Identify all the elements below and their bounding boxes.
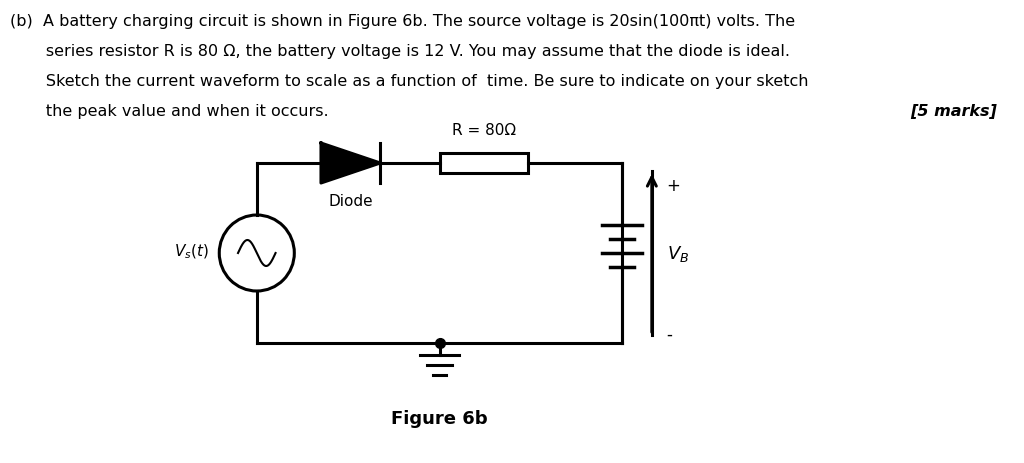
Text: R = 80Ω: R = 80Ω	[452, 123, 516, 138]
Text: the peak value and when it occurs.: the peak value and when it occurs.	[10, 104, 329, 119]
Text: -: -	[667, 325, 673, 343]
Text: series resistor R is 80 Ω, the battery voltage is 12 V. You may assume that the : series resistor R is 80 Ω, the battery v…	[10, 44, 790, 59]
Text: [5 marks]: [5 marks]	[910, 104, 997, 119]
Text: $V_B$: $V_B$	[667, 244, 689, 263]
Text: Sketch the current waveform to scale as a function of  time. Be sure to indicate: Sketch the current waveform to scale as …	[10, 74, 808, 89]
Bar	[439, 154, 528, 174]
Polygon shape	[321, 144, 380, 184]
Text: Figure 6b: Figure 6b	[391, 409, 487, 427]
Text: $V_s(t)$: $V_s(t)$	[174, 242, 209, 261]
Text: Diode: Diode	[329, 194, 373, 208]
Text: (b)  A battery charging circuit is shown in Figure 6b. The source voltage is 20s: (b) A battery charging circuit is shown …	[10, 14, 795, 29]
Text: +: +	[667, 176, 681, 194]
